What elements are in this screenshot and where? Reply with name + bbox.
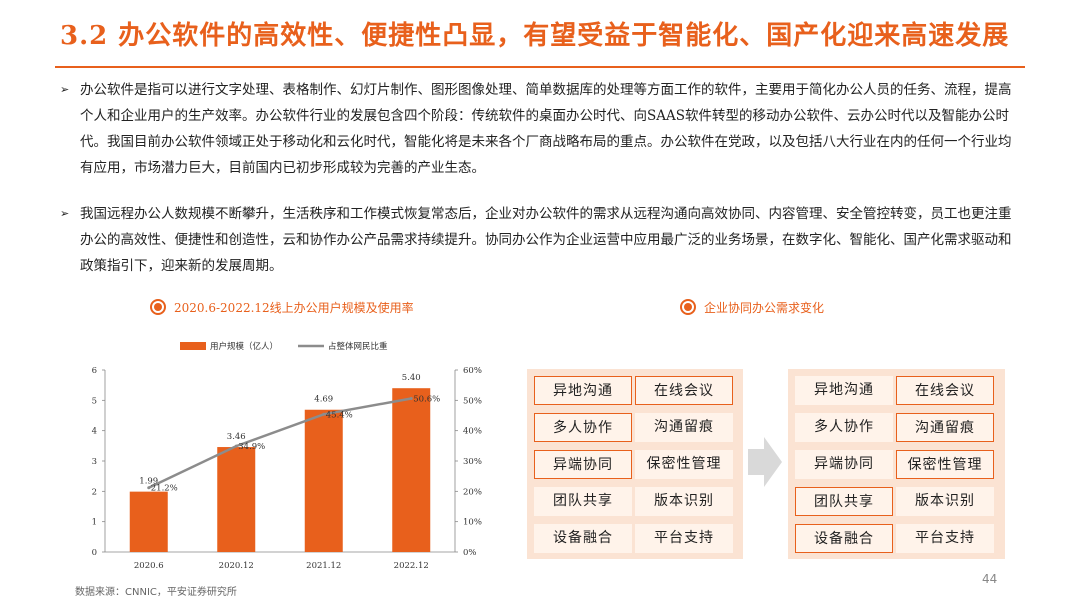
y-tick-left: 1 <box>92 518 97 528</box>
demand-item: 版本识别 <box>896 487 994 516</box>
bar-value-label: 5.40 <box>402 373 421 383</box>
demand-item: 保密性管理 <box>896 450 994 479</box>
legend-line-label: 占整体网民比重 <box>328 341 388 352</box>
share-point <box>322 412 326 416</box>
demand-panel-after: 异地沟通 在线会议 多人协作 沟通留痕 异端协同 保密性管理 团队共享 版本识别 设备融合 平台支… <box>788 369 1005 559</box>
bar <box>217 447 256 552</box>
diagram-section-title: 企业协同办公需求变化 <box>704 300 825 315</box>
line-value-label: 50.6% <box>413 395 440 405</box>
bar-value-label: 4.69 <box>314 395 333 405</box>
legend-bar-label: 用户规模（亿人） <box>210 341 278 352</box>
demand-item: 平台支持 <box>635 524 733 553</box>
bar <box>304 409 343 552</box>
demand-item: 设备融合 <box>534 524 632 553</box>
demand-item: 多人协作 <box>795 413 893 442</box>
demand-item: 版本识别 <box>635 487 733 516</box>
y-tick-right: 10% <box>463 518 482 528</box>
demand-item: 异端协同 <box>534 450 632 479</box>
share-point <box>147 486 151 490</box>
data-source-note: 数据来源：CNNIC，平安证券研究所 <box>75 587 237 598</box>
chart-section-header: 2020.6-2022.12线上办公用户规模及使用率 <box>150 296 414 318</box>
demand-item: 多人协作 <box>534 413 632 442</box>
y-tick-left: 6 <box>92 366 97 376</box>
bar <box>129 491 168 552</box>
bar <box>392 388 431 552</box>
demand-item: 在线会议 <box>896 376 994 405</box>
x-tick-label: 2020.6 <box>134 561 164 571</box>
demand-panel-before: 异地沟通 在线会议 多人协作 沟通留痕 异端协同 保密性管理 团队共享 版本识别 设备融合 平台支… <box>527 369 743 559</box>
demand-item: 异端协同 <box>795 450 893 479</box>
target-icon <box>150 299 166 315</box>
demand-item: 在线会议 <box>635 376 733 405</box>
y-tick-right: 40% <box>463 427 482 437</box>
y-tick-right: 30% <box>463 457 482 467</box>
y-tick-left: 5 <box>92 396 97 406</box>
chart-section-title: 2020.6-2022.12线上办公用户规模及使用率 <box>174 300 414 315</box>
x-tick-label: 2020.12 <box>219 561 254 571</box>
x-tick-label: 2021.12 <box>306 561 341 571</box>
page-title: 3.2 办公软件的高效性、便捷性凸显，有望受益于智能化、国产化迎来高速发展 <box>60 21 1010 51</box>
y-tick-right: 0% <box>463 548 477 558</box>
line-value-label: 34.9% <box>238 442 265 452</box>
y-tick-right: 20% <box>463 487 482 497</box>
y-tick-left: 3 <box>92 457 97 467</box>
share-point <box>409 397 413 401</box>
y-tick-right: 60% <box>463 366 482 376</box>
bar-value-label: 1.99 <box>139 477 158 487</box>
line-value-label: 21.2% <box>151 484 178 494</box>
share-point <box>234 444 238 448</box>
right-arrow-icon <box>748 437 782 487</box>
share-line <box>148 397 412 489</box>
demand-item: 沟通留痕 <box>635 413 733 442</box>
bar-value-label: 3.46 <box>227 432 246 442</box>
demand-item: 平台支持 <box>896 524 994 553</box>
page-number: 44 <box>982 572 998 586</box>
demand-item: 异地沟通 <box>534 376 632 405</box>
diagram-section-header: 企业协同办公需求变化 <box>680 296 824 318</box>
user-scale-chart: 用户规模（亿人） 占整体网民比重01234560%10%20%30%40%50%6… <box>92 341 482 571</box>
title-divider <box>55 66 1025 68</box>
y-tick-right: 50% <box>463 396 482 406</box>
y-tick-left: 2 <box>92 487 97 497</box>
bullet-arrow-icon: ➢ <box>60 207 70 220</box>
line-value-label: 45.4% <box>326 410 353 420</box>
target-icon <box>680 299 696 315</box>
demand-item: 保密性管理 <box>635 450 733 479</box>
demand-item: 设备融合 <box>795 524 893 553</box>
paragraph-1: 办公软件是指可以进行文字处理、表格制作、幻灯片制作、图形图像处理、简单数据库的处… <box>80 82 1012 176</box>
demand-item: 团队共享 <box>795 487 893 516</box>
y-tick-left: 4 <box>92 427 97 437</box>
paragraph-2: 我国远程办公人数规模不断攀升，生活秩序和工作模式恢复常态后，企业对办公软件的需求… <box>80 206 1012 274</box>
y-tick-left: 0 <box>92 548 97 558</box>
demand-item: 沟通留痕 <box>896 413 994 442</box>
x-tick-label: 2022.12 <box>394 561 429 571</box>
demand-item: 团队共享 <box>534 487 632 516</box>
legend-bar-swatch <box>180 342 206 350</box>
bullet-arrow-icon: ➢ <box>60 83 70 96</box>
demand-item: 异地沟通 <box>795 376 893 405</box>
